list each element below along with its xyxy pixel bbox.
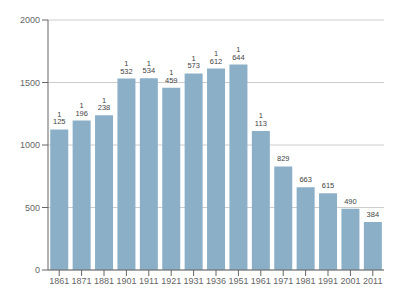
svg-text:1921: 1921 xyxy=(161,276,181,286)
svg-text:1901: 1901 xyxy=(116,276,136,286)
svg-text:1951: 1951 xyxy=(228,276,248,286)
svg-text:2000: 2000 xyxy=(20,15,40,25)
svg-text:615: 615 xyxy=(322,181,335,190)
svg-text:1196: 1196 xyxy=(75,101,88,118)
svg-text:384: 384 xyxy=(367,210,380,219)
svg-text:1961: 1961 xyxy=(251,276,271,286)
svg-text:1125: 1125 xyxy=(53,110,66,127)
svg-text:829: 829 xyxy=(277,154,290,163)
svg-text:1459: 1459 xyxy=(165,68,178,85)
svg-text:1971: 1971 xyxy=(273,276,293,286)
svg-text:1113: 1113 xyxy=(255,111,267,128)
svg-text:1612: 1612 xyxy=(210,49,223,66)
svg-text:1936: 1936 xyxy=(206,276,226,286)
svg-text:663: 663 xyxy=(299,175,312,184)
svg-text:1573: 1573 xyxy=(187,54,200,71)
svg-text:1532: 1532 xyxy=(120,59,133,76)
svg-text:1931: 1931 xyxy=(184,276,204,286)
svg-text:1534: 1534 xyxy=(143,59,156,76)
svg-text:1911: 1911 xyxy=(139,276,158,286)
svg-text:490: 490 xyxy=(344,197,357,206)
svg-text:1981: 1981 xyxy=(296,276,316,286)
svg-text:2011: 2011 xyxy=(363,276,382,286)
svg-text:1861: 1861 xyxy=(49,276,69,286)
svg-text:500: 500 xyxy=(25,203,40,213)
svg-text:0: 0 xyxy=(35,265,40,275)
svg-text:1000: 1000 xyxy=(20,140,40,150)
svg-text:1238: 1238 xyxy=(98,96,111,113)
svg-text:1644: 1644 xyxy=(232,45,245,62)
svg-text:1881: 1881 xyxy=(94,276,114,286)
svg-text:1991: 1991 xyxy=(318,276,338,286)
svg-text:2001: 2001 xyxy=(340,276,360,286)
svg-text:1500: 1500 xyxy=(20,78,40,88)
svg-text:1871: 1871 xyxy=(72,276,92,286)
